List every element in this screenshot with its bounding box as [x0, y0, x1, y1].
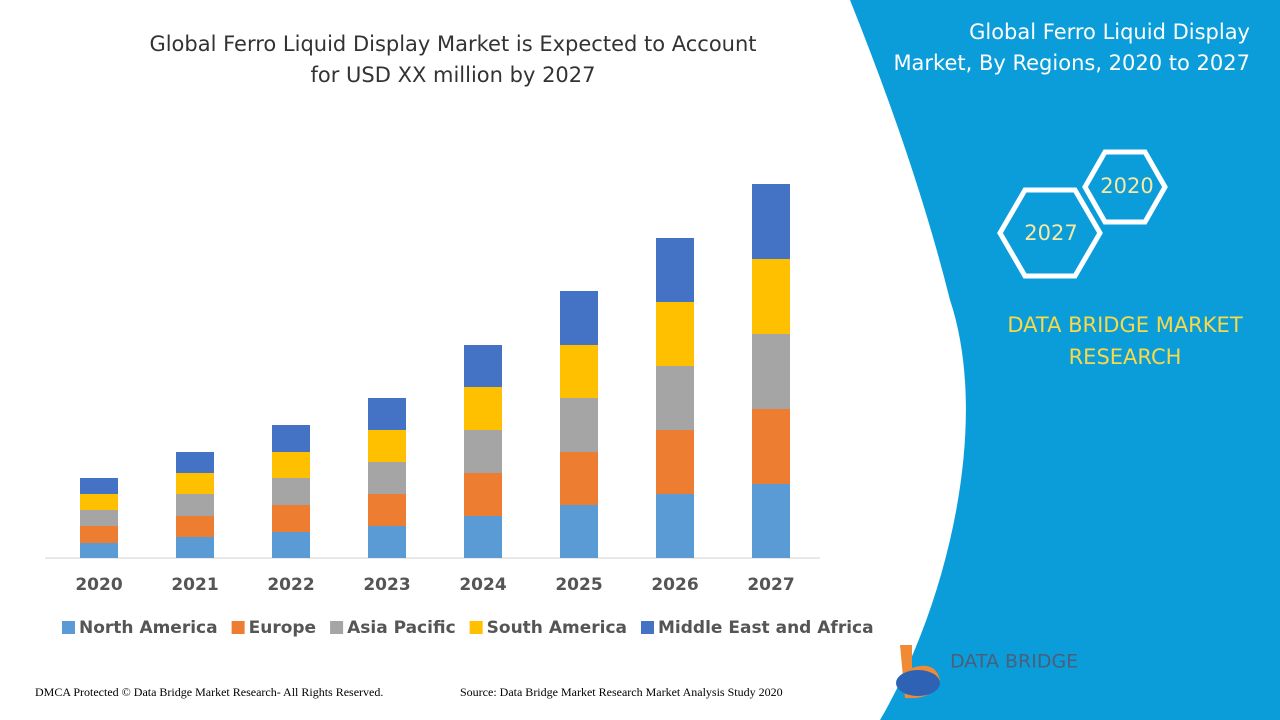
bar-segment	[176, 516, 214, 537]
legend-label: Asia Pacific	[347, 618, 456, 638]
bar-segment	[272, 505, 310, 532]
bar-segment	[80, 526, 118, 543]
bar-segment	[464, 345, 502, 387]
legend-label: South America	[487, 618, 627, 638]
logo-mark	[896, 670, 940, 696]
bar-segment	[560, 291, 598, 345]
bar-segment	[752, 484, 790, 558]
x-tick-label: 2025	[555, 575, 602, 595]
bar-segment	[80, 478, 118, 494]
bar-segment	[80, 494, 118, 510]
bar-segment	[464, 473, 502, 516]
chart-title: for USD XX million by 2027	[310, 63, 595, 87]
bar-segment	[176, 494, 214, 516]
bar-segment	[464, 516, 502, 558]
hexagon	[1082, 149, 1168, 225]
bar-segment	[368, 430, 406, 462]
bar-segment	[464, 430, 502, 473]
legend-swatch	[231, 621, 245, 634]
bar-segment	[80, 543, 118, 558]
bar-segment	[272, 478, 310, 505]
footer-text: Source: Data Bridge Market Research Mark…	[460, 685, 783, 699]
brand-text: DATA BRIDGE MARKET	[1007, 313, 1242, 337]
side-panel	[850, 0, 1280, 720]
legend-swatch	[641, 621, 654, 634]
legend-label: Middle East and Africa	[658, 618, 874, 638]
hexagon-label: 2020	[1100, 174, 1153, 198]
chart-title: Global Ferro Liquid Display Market is Ex…	[149, 32, 756, 56]
logo: DATA BRIDGE	[896, 645, 1078, 699]
bar-segment	[176, 537, 214, 558]
footer-text: DMCA Protected © Data Bridge Market Rese…	[35, 685, 383, 699]
bar-segment	[368, 494, 406, 526]
legend-label: Europe	[249, 618, 316, 638]
bar-segment	[560, 452, 598, 505]
hexagon-label: 2027	[1024, 221, 1077, 245]
legend-swatch	[330, 621, 344, 634]
bar-segment	[368, 462, 406, 494]
x-tick-label: 2023	[363, 575, 410, 595]
bar-segment	[560, 505, 598, 558]
bar-segment	[176, 452, 214, 473]
bar-segment	[752, 334, 790, 409]
hexagon	[997, 187, 1103, 279]
panel-title: Global Ferro Liquid Display	[969, 20, 1250, 44]
bar-segment	[656, 494, 694, 558]
logo-text: DATA BRIDGE	[950, 651, 1078, 673]
bar-segment	[272, 532, 310, 558]
bar-segment	[80, 510, 118, 526]
brand-text: RESEARCH	[1069, 345, 1182, 369]
bar-segment	[656, 238, 694, 302]
panel-title: Market, By Regions, 2020 to 2027	[893, 51, 1250, 75]
bar-segment	[656, 302, 694, 366]
legend-swatch	[62, 621, 75, 634]
legend-swatch	[469, 621, 483, 634]
bar-segment	[368, 398, 406, 430]
bar-segment	[464, 387, 502, 430]
x-tick-label: 2020	[75, 575, 122, 595]
bar-segment	[560, 345, 598, 398]
x-tick-label: 2026	[651, 575, 698, 595]
bar-segment	[272, 425, 310, 452]
x-tick-label: 2024	[459, 575, 506, 595]
bar-segment	[752, 409, 790, 484]
bar-segment	[752, 184, 790, 259]
bar-segment	[176, 473, 214, 494]
bar-segment	[752, 259, 790, 334]
bar-segment	[272, 452, 310, 478]
bar-segment	[560, 398, 598, 452]
x-tick-label: 2027	[747, 575, 794, 595]
legend-label: North America	[79, 618, 218, 638]
bar-segment	[656, 430, 694, 494]
bar-segment	[368, 526, 406, 558]
x-tick-label: 2021	[171, 575, 218, 595]
x-tick-label: 2022	[267, 575, 314, 595]
bar-segment	[656, 366, 694, 430]
